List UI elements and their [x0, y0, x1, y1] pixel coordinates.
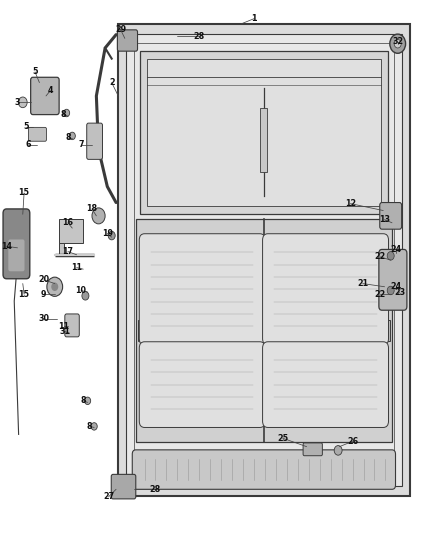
- FancyBboxPatch shape: [8, 239, 25, 271]
- Bar: [140, 51, 388, 214]
- Text: 8: 8: [87, 422, 92, 431]
- Bar: [260, 108, 267, 172]
- Text: 32: 32: [392, 37, 403, 46]
- Text: 20: 20: [38, 276, 49, 284]
- Text: 11: 11: [58, 322, 69, 330]
- Text: 2: 2: [109, 78, 114, 87]
- FancyBboxPatch shape: [28, 127, 46, 141]
- Text: 16: 16: [62, 219, 74, 227]
- Text: 31: 31: [59, 327, 71, 336]
- Text: 18: 18: [86, 205, 98, 213]
- FancyBboxPatch shape: [139, 342, 265, 427]
- Text: 15: 15: [18, 189, 30, 197]
- Circle shape: [108, 231, 115, 240]
- Circle shape: [47, 277, 63, 296]
- Text: 22: 22: [374, 253, 386, 261]
- FancyBboxPatch shape: [111, 474, 136, 499]
- Text: 3: 3: [15, 98, 20, 107]
- Circle shape: [387, 252, 394, 260]
- Circle shape: [394, 39, 401, 48]
- FancyBboxPatch shape: [380, 203, 402, 229]
- Circle shape: [91, 423, 97, 430]
- FancyBboxPatch shape: [139, 234, 265, 345]
- Polygon shape: [126, 34, 402, 486]
- FancyBboxPatch shape: [379, 249, 407, 310]
- Bar: [59, 243, 64, 256]
- Text: 10: 10: [75, 286, 87, 295]
- Text: 8: 8: [81, 397, 86, 405]
- Text: 4: 4: [48, 86, 53, 95]
- Circle shape: [390, 34, 406, 53]
- Bar: [379, 320, 390, 341]
- FancyBboxPatch shape: [262, 234, 389, 345]
- FancyBboxPatch shape: [65, 314, 79, 337]
- Bar: [147, 59, 381, 206]
- Text: 15: 15: [18, 290, 30, 298]
- Circle shape: [85, 397, 91, 405]
- Circle shape: [82, 292, 89, 300]
- Circle shape: [51, 282, 58, 291]
- FancyBboxPatch shape: [262, 342, 389, 427]
- Text: 11: 11: [71, 263, 82, 272]
- FancyBboxPatch shape: [132, 450, 396, 489]
- Text: 1: 1: [251, 14, 257, 23]
- Text: 28: 28: [194, 32, 205, 41]
- FancyBboxPatch shape: [303, 443, 322, 456]
- Text: 26: 26: [347, 437, 358, 446]
- Circle shape: [64, 109, 70, 117]
- Text: 17: 17: [62, 247, 74, 256]
- Text: 22: 22: [374, 290, 386, 298]
- Text: 30: 30: [38, 314, 49, 323]
- Text: 8: 8: [61, 110, 66, 118]
- Circle shape: [69, 132, 75, 140]
- Text: 14: 14: [1, 242, 12, 251]
- Text: 19: 19: [102, 229, 113, 238]
- Text: 13: 13: [379, 215, 390, 224]
- Text: 21: 21: [357, 279, 368, 288]
- FancyBboxPatch shape: [3, 209, 30, 279]
- Text: 28: 28: [150, 485, 161, 494]
- Circle shape: [18, 97, 27, 108]
- Polygon shape: [118, 24, 410, 496]
- Text: 9: 9: [41, 290, 46, 298]
- Text: 24: 24: [391, 282, 402, 291]
- Bar: [138, 320, 149, 341]
- Text: 7: 7: [78, 141, 84, 149]
- Circle shape: [334, 446, 342, 455]
- Text: 27: 27: [103, 492, 114, 501]
- Circle shape: [387, 286, 394, 295]
- FancyBboxPatch shape: [117, 30, 138, 51]
- Text: 23: 23: [394, 288, 405, 296]
- Text: 25: 25: [277, 434, 288, 442]
- Text: 12: 12: [345, 199, 356, 208]
- Text: 5: 5: [32, 68, 38, 76]
- Bar: [59, 219, 83, 243]
- Text: 6: 6: [26, 141, 31, 149]
- FancyBboxPatch shape: [31, 77, 59, 115]
- Text: 8: 8: [65, 133, 71, 142]
- Bar: [136, 219, 392, 442]
- Text: 5: 5: [24, 123, 29, 131]
- Text: 24: 24: [391, 245, 402, 254]
- FancyBboxPatch shape: [87, 123, 102, 159]
- Text: 29: 29: [115, 25, 126, 34]
- Circle shape: [92, 208, 105, 224]
